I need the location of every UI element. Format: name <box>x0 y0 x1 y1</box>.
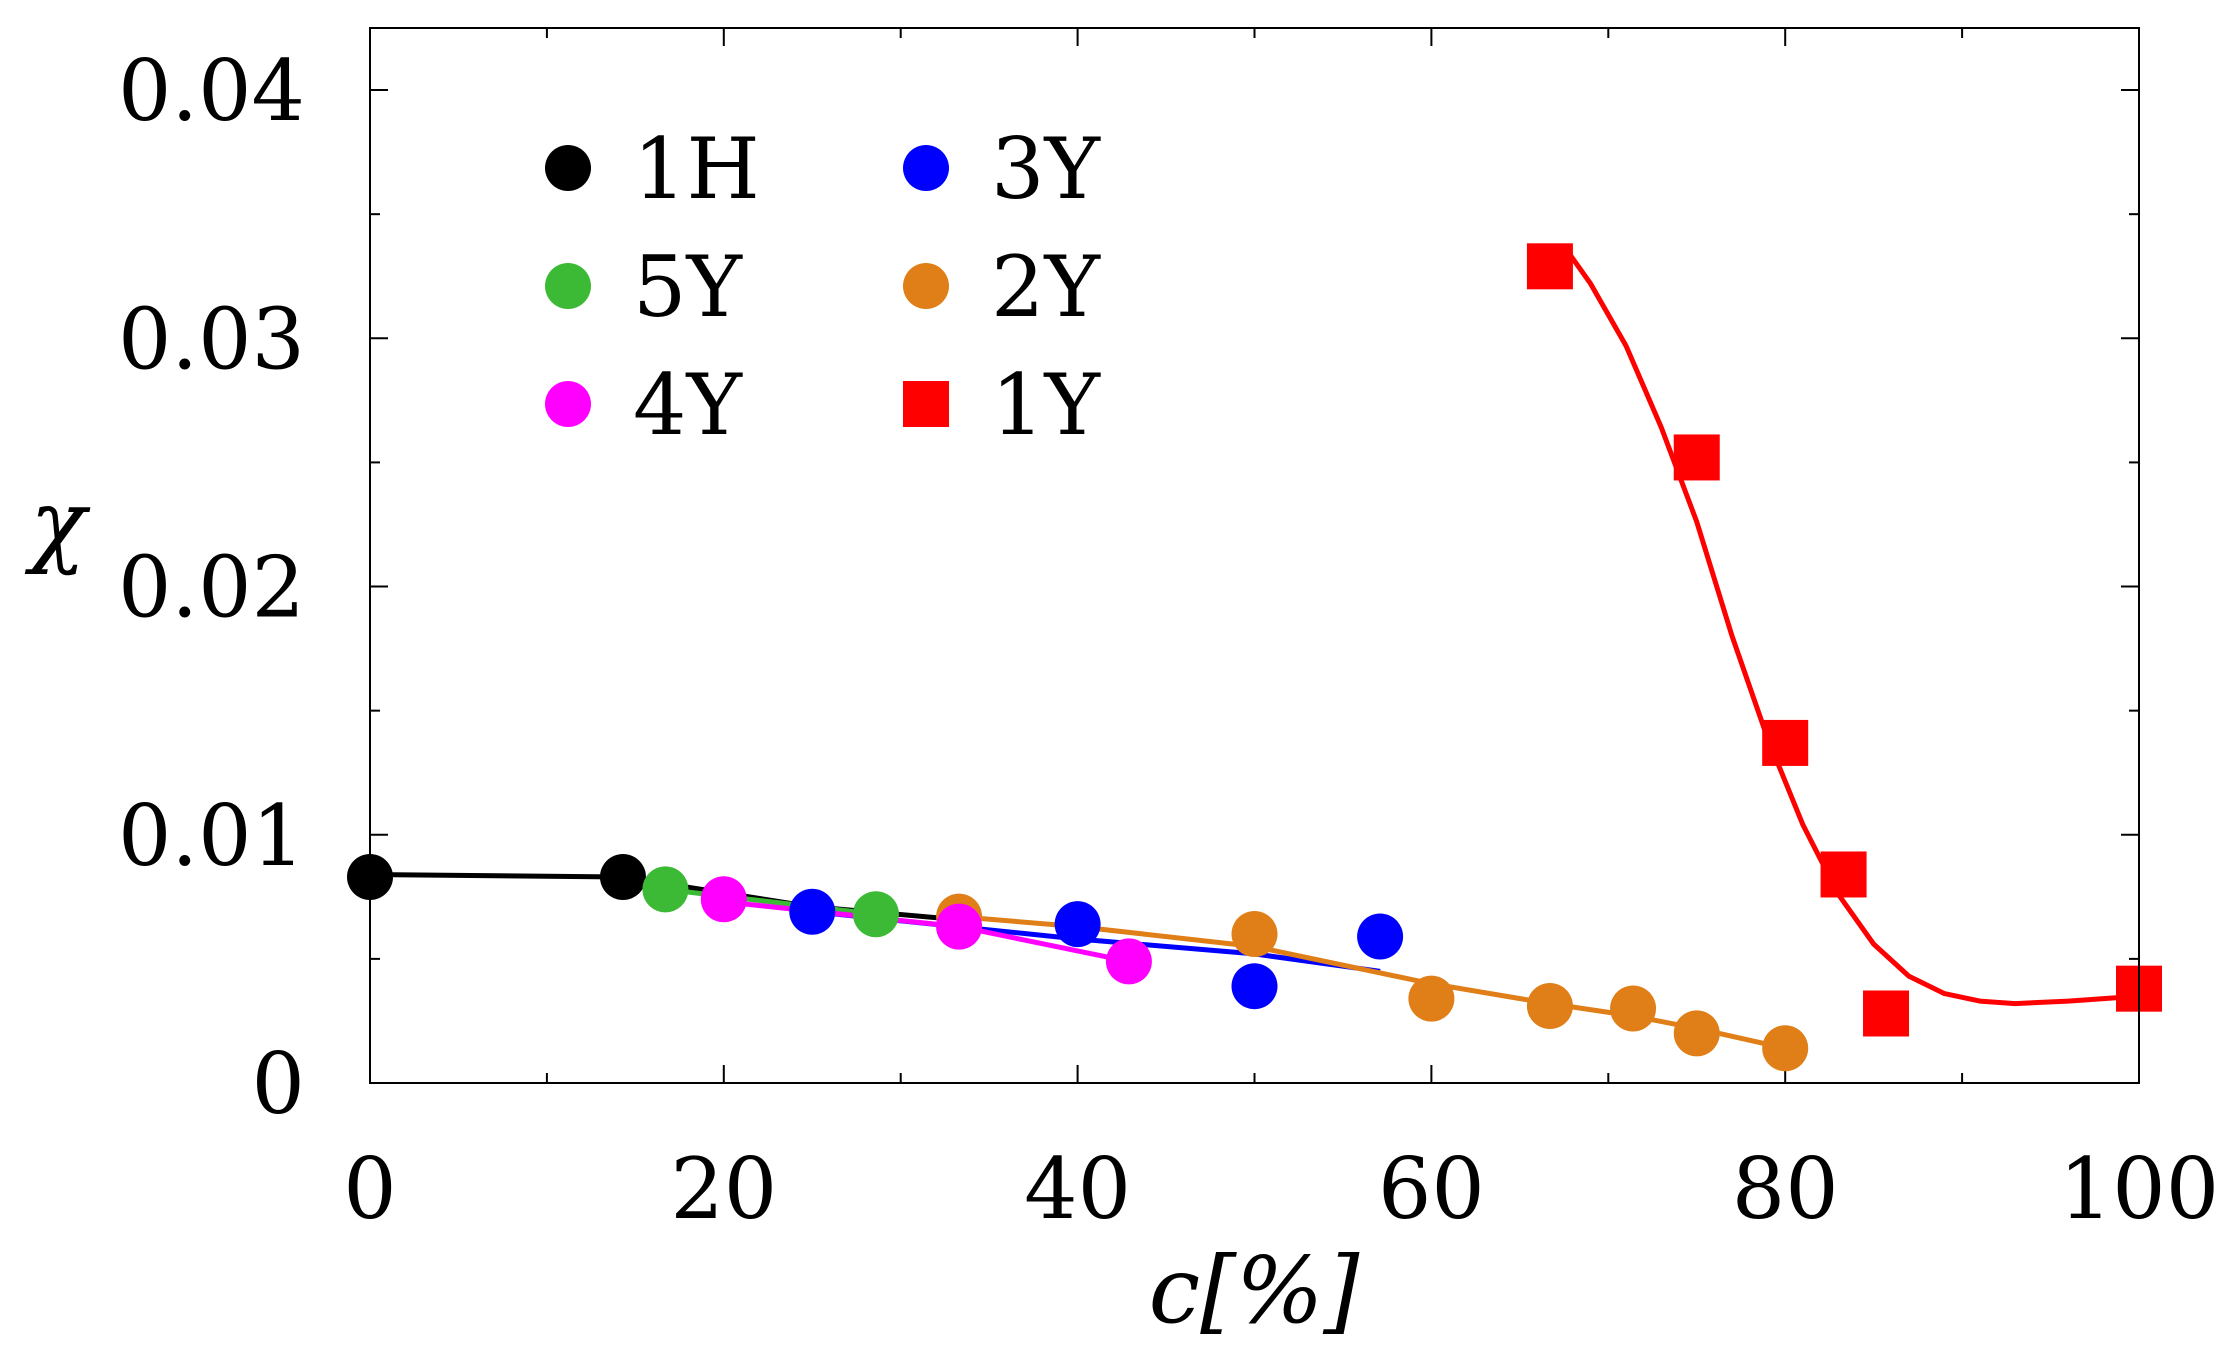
legend-label-1y: 1Y <box>991 356 1101 454</box>
plot-frame <box>369 27 2140 1084</box>
x-tick-label: 60 <box>1378 1140 1485 1238</box>
legend-label-3y: 3Y <box>991 120 1101 218</box>
data-point-1h <box>599 853 646 900</box>
legend-label-4y: 4Y <box>633 356 743 454</box>
x-axis-title: c[%] <box>1149 1237 1360 1344</box>
data-point-2y <box>1610 985 1657 1032</box>
data-point-1y <box>1526 243 1573 290</box>
y-tick-label: 0.02 <box>118 539 305 637</box>
legend-label-1h: 1H <box>633 120 760 218</box>
data-point-3y <box>1357 913 1404 960</box>
y-tick-label: 0.04 <box>118 42 305 140</box>
data-point-3y <box>789 888 836 935</box>
data-point-3y <box>1231 963 1278 1010</box>
y-tick-label: 0.01 <box>118 787 305 885</box>
data-point-1y <box>1673 434 1720 481</box>
x-tick-label: 80 <box>1732 1140 1839 1238</box>
legend-marker-4y <box>545 381 591 427</box>
legend-marker-5y <box>545 263 591 309</box>
tick-labels: 0 20 40 60 80 100 0 0.01 0.02 0.03 0.04 <box>118 42 2219 1238</box>
data-point-1y <box>1820 851 1867 898</box>
data-point-1y <box>1762 719 1809 766</box>
y-tick-label: 0 <box>252 1035 305 1133</box>
x-tick-label: 0 <box>343 1140 396 1238</box>
legend-marker-3y <box>903 145 949 191</box>
x-tick-label: 20 <box>670 1140 777 1238</box>
legend: 1H 3Y 5Y 2Y 4Y 1Y <box>545 120 1101 454</box>
legend-marker-2y <box>903 263 949 309</box>
fit-line-5y <box>665 886 877 917</box>
data-point-4y <box>700 876 747 923</box>
data-point-2y <box>1526 983 1573 1030</box>
data-points <box>347 243 2162 1072</box>
y-tick-label: 0.03 <box>118 290 305 388</box>
data-point-2y <box>1408 975 1455 1022</box>
data-point-4y <box>1105 938 1152 985</box>
legend-label-2y: 2Y <box>991 238 1101 336</box>
data-point-5y <box>852 891 899 938</box>
data-point-2y <box>1762 1025 1809 1072</box>
data-point-2y <box>1673 1010 1720 1057</box>
x-tick-label: 40 <box>1024 1140 1131 1238</box>
data-point-2y <box>1231 911 1278 958</box>
x-tick-label: 100 <box>2059 1140 2219 1238</box>
y-axis-title: χ <box>24 470 91 577</box>
legend-marker-1y <box>903 381 949 427</box>
data-point-3y <box>1054 901 1101 948</box>
data-point-4y <box>936 903 983 950</box>
legend-marker-1h <box>545 145 591 191</box>
legend-label-5y: 5Y <box>633 238 743 336</box>
data-point-1y <box>1863 990 1910 1037</box>
data-point-5y <box>642 866 689 913</box>
